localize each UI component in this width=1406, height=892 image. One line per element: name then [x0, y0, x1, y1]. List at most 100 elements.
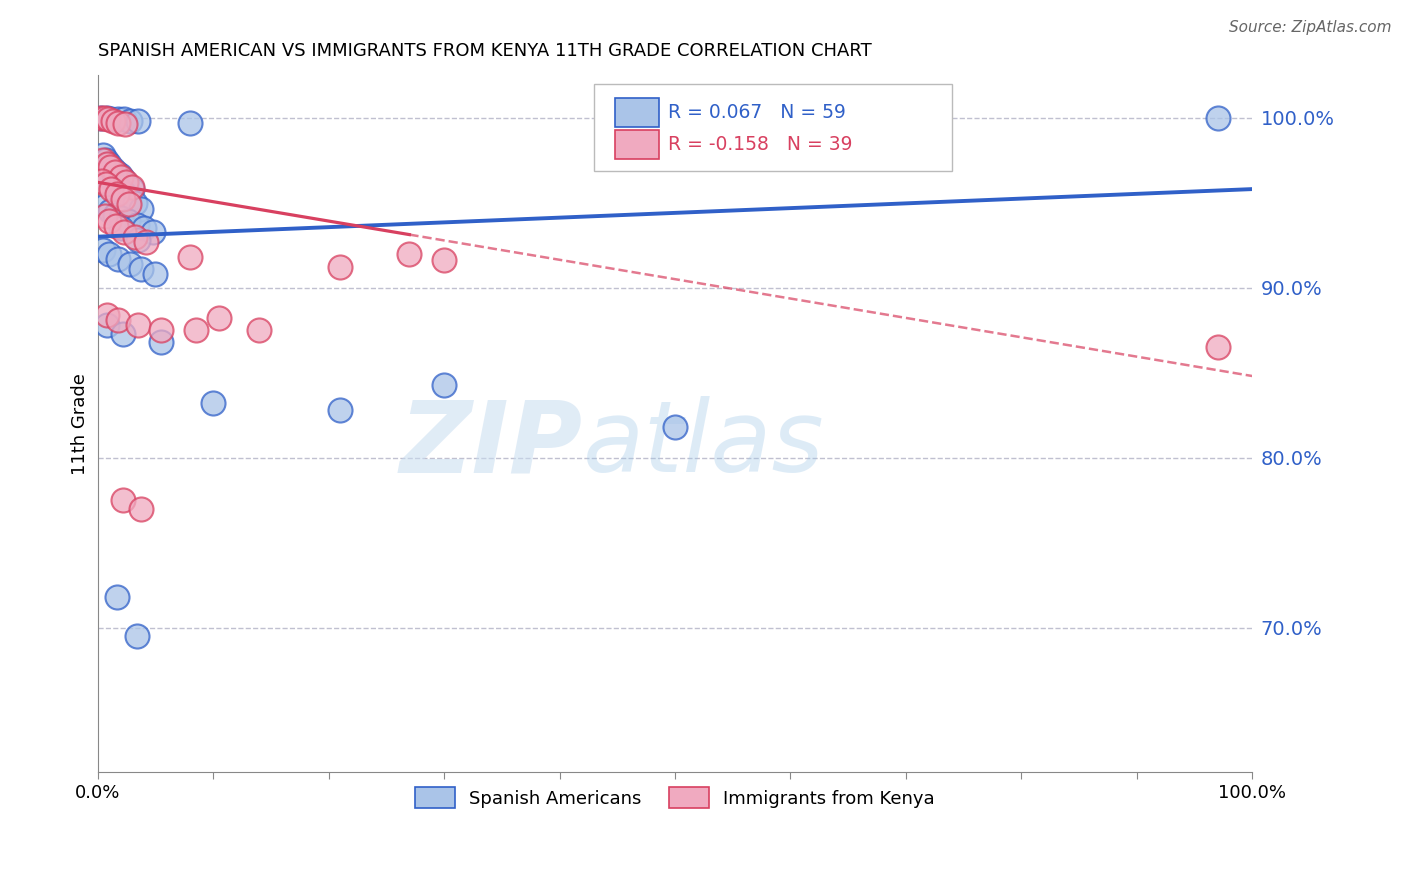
Point: [98, 214, 121, 228]
Text: R = -0.158   N = 39: R = -0.158 N = 39: [668, 135, 852, 153]
Point: [104, 208, 127, 222]
Point: [121, 180, 143, 194]
Text: R = 0.067   N = 59: R = 0.067 N = 59: [668, 103, 846, 122]
Point: [93, 148, 115, 162]
Point: [93, 199, 115, 213]
Point: [105, 187, 128, 202]
Point: [98, 156, 121, 170]
Point: [111, 172, 134, 186]
Point: [93, 244, 115, 258]
Point: [1206, 111, 1229, 125]
Point: [398, 246, 420, 260]
Point: [97, 112, 120, 127]
Point: [101, 161, 124, 176]
Text: Source: ZipAtlas.com: Source: ZipAtlas.com: [1229, 20, 1392, 35]
Point: [127, 233, 149, 247]
Point: [104, 165, 127, 179]
Point: [132, 221, 155, 235]
Point: [150, 323, 173, 337]
Point: [118, 192, 141, 206]
Point: [118, 114, 141, 128]
Point: [125, 629, 148, 643]
Point: [111, 192, 134, 206]
Point: [179, 250, 201, 264]
Point: [110, 221, 132, 235]
FancyBboxPatch shape: [614, 98, 659, 128]
Point: [202, 396, 225, 410]
Point: [105, 219, 128, 234]
Point: [97, 170, 120, 185]
Point: [114, 118, 136, 132]
Point: [94, 177, 117, 191]
Point: [184, 323, 207, 337]
Text: SPANISH AMERICAN VS IMMIGRANTS FROM KENYA 11TH GRADE CORRELATION CHART: SPANISH AMERICAN VS IMMIGRANTS FROM KENY…: [97, 42, 872, 60]
Point: [96, 111, 118, 125]
Point: [131, 262, 153, 277]
Point: [96, 308, 118, 322]
Point: [91, 167, 114, 181]
Point: [98, 160, 121, 174]
Point: [98, 204, 121, 219]
Point: [112, 225, 135, 239]
Point: [115, 177, 138, 191]
Point: [93, 111, 115, 125]
Point: [142, 225, 165, 239]
Point: [433, 253, 456, 268]
Point: [101, 114, 124, 128]
Point: [111, 184, 134, 198]
Point: [247, 323, 270, 337]
Point: [111, 493, 134, 508]
Point: [433, 377, 456, 392]
Point: [93, 209, 115, 223]
Point: [118, 197, 141, 211]
Point: [107, 116, 129, 130]
Point: [127, 318, 149, 332]
FancyBboxPatch shape: [614, 129, 659, 159]
Point: [96, 318, 118, 332]
Point: [90, 111, 112, 125]
Text: ZIP: ZIP: [399, 396, 582, 493]
Point: [121, 182, 143, 196]
Point: [100, 182, 122, 196]
Point: [124, 195, 146, 210]
Point: [127, 114, 149, 128]
Point: [329, 403, 352, 417]
Point: [112, 112, 135, 127]
Point: [107, 112, 129, 127]
Point: [93, 153, 115, 168]
Point: [110, 211, 132, 225]
Point: [118, 257, 141, 271]
Legend: Spanish Americans, Immigrants from Kenya: Spanish Americans, Immigrants from Kenya: [408, 780, 942, 815]
Point: [108, 169, 131, 183]
Point: [124, 229, 146, 244]
Point: [1206, 340, 1229, 354]
Point: [94, 153, 117, 168]
Point: [107, 313, 129, 327]
Point: [143, 267, 166, 281]
Point: [125, 218, 148, 232]
Point: [100, 112, 122, 127]
Point: [96, 156, 118, 170]
Point: [664, 420, 686, 434]
Point: [103, 175, 125, 189]
Y-axis label: 11th Grade: 11th Grade: [72, 373, 89, 475]
Point: [91, 173, 114, 187]
Point: [105, 165, 128, 179]
FancyBboxPatch shape: [595, 84, 952, 170]
Point: [111, 326, 134, 341]
Point: [117, 214, 139, 228]
Point: [131, 202, 153, 217]
Point: [135, 235, 157, 249]
Point: [107, 252, 129, 266]
Point: [150, 334, 173, 349]
Point: [208, 311, 231, 326]
Point: [105, 590, 128, 604]
Point: [114, 187, 136, 202]
Point: [98, 246, 121, 260]
Point: [115, 175, 138, 189]
Point: [90, 111, 112, 125]
Point: [110, 170, 132, 185]
Text: atlas: atlas: [582, 396, 824, 493]
Point: [179, 116, 201, 130]
Point: [329, 260, 352, 275]
